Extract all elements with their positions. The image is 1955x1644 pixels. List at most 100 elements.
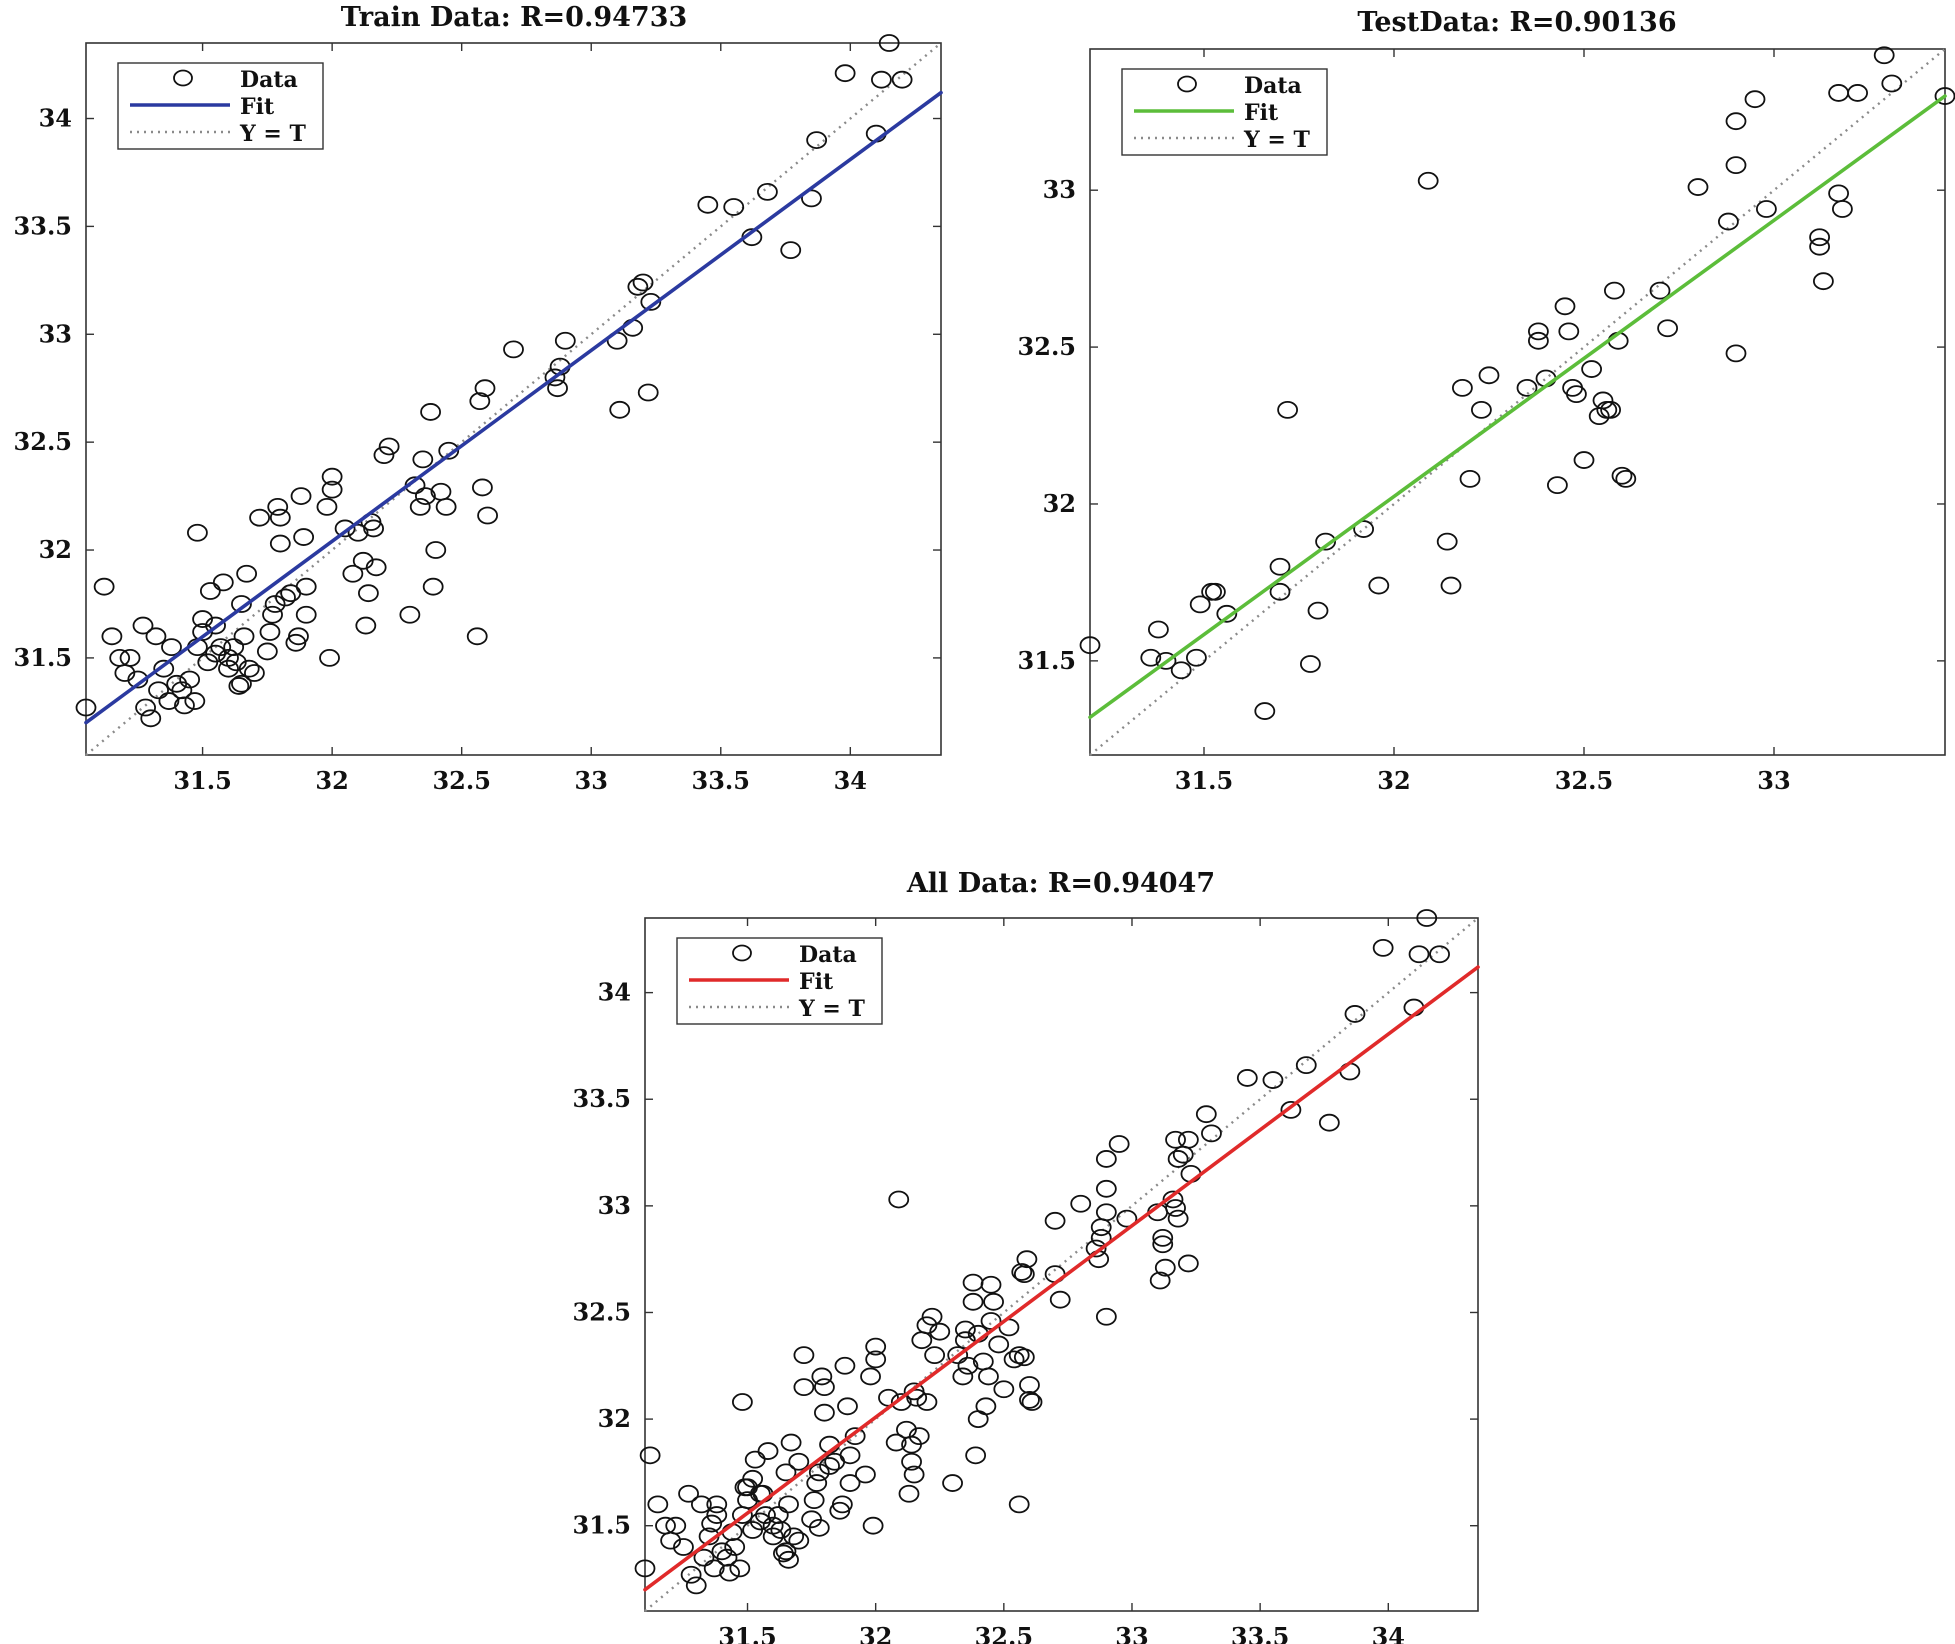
data-point: [422, 577, 444, 596]
data-point: [1478, 366, 1500, 385]
data-point: [831, 1495, 853, 1514]
data-point: [1615, 469, 1637, 488]
y-tick-label: 32: [39, 535, 72, 564]
data-point: [1315, 532, 1336, 551]
x-tick-label: 33: [575, 766, 608, 795]
data-point: [269, 534, 291, 553]
data-point: [865, 1337, 887, 1356]
legend-label: Fit: [240, 94, 275, 120]
data-point: [1809, 237, 1830, 256]
data-point: [903, 1465, 925, 1484]
data-point: [363, 519, 384, 538]
data-point: [678, 1484, 699, 1503]
data-point: [153, 659, 175, 678]
data-point: [1019, 1376, 1040, 1394]
data-point: [1295, 1056, 1317, 1075]
data-point: [878, 34, 900, 52]
data-point: [1318, 1113, 1340, 1132]
data-point: [469, 392, 491, 411]
data-point: [319, 649, 340, 667]
data-point: [425, 541, 447, 559]
data-point: [793, 1346, 815, 1365]
y-tick-label: 33: [39, 319, 72, 348]
data-point: [1873, 46, 1895, 65]
data-point: [293, 528, 315, 546]
data-point: [238, 659, 260, 678]
data-point: [640, 293, 662, 311]
y-equals-t-line: [1089, 48, 1946, 756]
data-point: [980, 1275, 1002, 1294]
data-point: [355, 616, 377, 635]
y-tick-label: 32: [598, 1404, 631, 1433]
data-point: [75, 698, 97, 717]
data-point: [231, 595, 252, 613]
data-point: [609, 400, 631, 419]
data-point: [916, 1393, 938, 1411]
data-point: [983, 1292, 1004, 1311]
data-point: [731, 1393, 753, 1411]
data-point: [988, 1335, 1010, 1354]
data-point: [1085, 1239, 1107, 1258]
data-point: [1003, 1350, 1025, 1369]
x-tick-label: 31.5: [173, 766, 231, 795]
data-point: [1019, 1391, 1040, 1409]
chart-title: All Data: R=0.94047: [906, 868, 1215, 899]
data-point: [793, 1378, 815, 1397]
x-tick-label: 33: [1757, 766, 1790, 795]
data-point: [101, 627, 123, 646]
x-tick-label: 32: [1377, 766, 1410, 795]
data-point: [780, 1433, 802, 1452]
data-point: [1547, 476, 1568, 495]
fit-line: [643, 965, 1480, 1592]
data-point: [233, 627, 255, 646]
data-point: [1718, 212, 1739, 231]
data-point: [1152, 1235, 1174, 1254]
data-point: [719, 1563, 740, 1582]
data-point: [834, 1356, 856, 1375]
data-point: [1744, 90, 1766, 109]
data-point: [1372, 938, 1394, 957]
data-point: [1611, 466, 1633, 485]
data-point: [1205, 582, 1226, 601]
x-tick-label: 32.5: [975, 1622, 1033, 1644]
data-point: [212, 573, 234, 592]
data-point: [1167, 1209, 1189, 1228]
data-point: [811, 1367, 833, 1386]
data-point: [1832, 200, 1853, 218]
data-point: [288, 627, 309, 646]
data-point: [1649, 281, 1671, 300]
data-point: [334, 519, 356, 538]
data-point: [1116, 1209, 1138, 1228]
data-point: [148, 681, 169, 700]
legend-label: Data: [1244, 73, 1302, 99]
data-point: [1592, 391, 1614, 410]
data-point: [1440, 576, 1462, 595]
data-point: [218, 659, 239, 678]
data-point: [1090, 1218, 1112, 1237]
y-tick-label: 32: [1043, 489, 1076, 518]
data-point: [808, 1463, 830, 1482]
data-point: [132, 616, 154, 635]
data-point: [1186, 648, 1207, 667]
data-point: [780, 241, 802, 260]
data-point: [295, 577, 317, 596]
data-point: [236, 564, 258, 583]
data-point: [321, 467, 343, 486]
data-point: [839, 1474, 861, 1492]
data-point: [1079, 636, 1101, 655]
data-point: [1201, 1124, 1222, 1143]
y-tick-label: 33.5: [573, 1084, 631, 1113]
data-point: [192, 610, 213, 628]
data-point: [637, 383, 659, 402]
data-point: [256, 642, 278, 661]
data-point: [1280, 1101, 1302, 1119]
data-point: [1417, 171, 1439, 190]
chart-1: Train Data: R=0.94733 31.5 32 32.5 33 33.5 34 3…: [14, 2, 943, 795]
data-point: [844, 1427, 866, 1446]
data-point: [1344, 1005, 1366, 1023]
x-tick-label: 33.5: [692, 766, 750, 795]
data-point: [1011, 1263, 1033, 1281]
data-point: [901, 1435, 922, 1454]
data-point: [1148, 620, 1169, 639]
